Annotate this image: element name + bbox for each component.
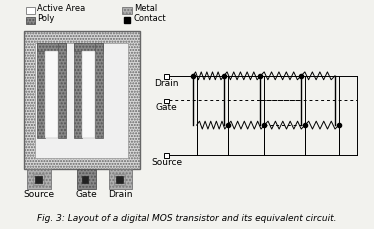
- Text: Source: Source: [24, 190, 55, 199]
- Text: Drain: Drain: [154, 79, 179, 88]
- Bar: [74, 43, 82, 138]
- Bar: [27, 169, 51, 189]
- Bar: [35, 176, 42, 183]
- Bar: [80, 174, 91, 185]
- Bar: [45, 51, 58, 138]
- Bar: [114, 174, 125, 185]
- Bar: [37, 43, 45, 138]
- Bar: [77, 169, 96, 189]
- Text: Gate: Gate: [156, 103, 178, 112]
- Text: Contact: Contact: [134, 14, 166, 23]
- Text: Gate: Gate: [76, 190, 97, 199]
- Bar: [164, 153, 169, 158]
- Bar: [109, 169, 132, 189]
- Text: Metal: Metal: [134, 4, 157, 13]
- Bar: [95, 43, 103, 138]
- Text: Active Area: Active Area: [37, 4, 85, 13]
- Bar: [35, 43, 128, 158]
- Bar: [74, 43, 103, 51]
- Bar: [24, 31, 140, 169]
- Bar: [25, 7, 35, 14]
- Bar: [37, 43, 66, 51]
- Bar: [82, 176, 88, 183]
- Bar: [164, 98, 169, 104]
- Text: Poly: Poly: [37, 14, 55, 23]
- Bar: [33, 174, 44, 185]
- Text: Drain: Drain: [108, 190, 132, 199]
- Bar: [116, 176, 123, 183]
- Bar: [58, 43, 66, 138]
- Bar: [82, 51, 95, 138]
- Bar: [25, 17, 35, 24]
- Text: Source: Source: [151, 158, 182, 166]
- Text: Fig. 3: Layout of a digital MOS transistor and its equivalent circuit.: Fig. 3: Layout of a digital MOS transist…: [37, 214, 337, 223]
- Bar: [164, 74, 169, 79]
- Bar: [122, 7, 132, 14]
